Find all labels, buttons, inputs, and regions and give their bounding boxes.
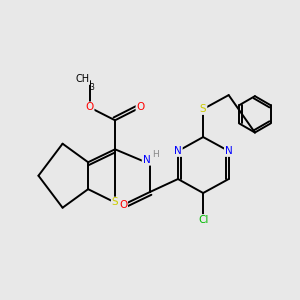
Text: H: H [152, 150, 159, 159]
Text: O: O [136, 102, 145, 112]
Text: O: O [119, 200, 127, 210]
Text: S: S [200, 104, 206, 114]
Text: N: N [142, 155, 150, 165]
Text: S: S [112, 197, 118, 208]
Text: CH: CH [75, 74, 89, 84]
Text: 3: 3 [90, 83, 95, 92]
Text: N: N [174, 146, 182, 156]
Text: O: O [85, 102, 94, 112]
Text: Cl: Cl [198, 215, 208, 225]
Text: N: N [225, 146, 232, 156]
